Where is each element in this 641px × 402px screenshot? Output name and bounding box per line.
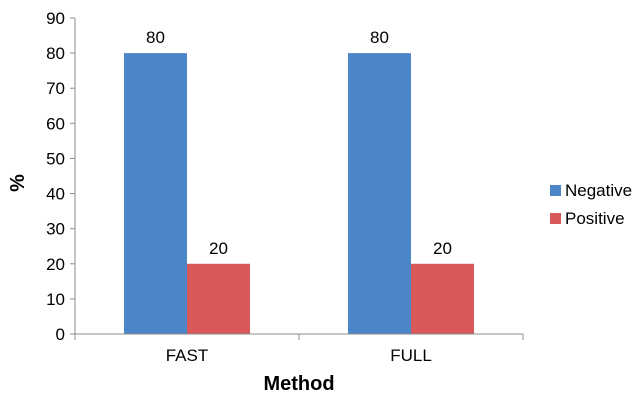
x-axis-title: Method (263, 373, 334, 395)
y-tick-label: 50 (46, 149, 65, 168)
data-label: 80 (146, 28, 165, 47)
y-tick-label: 90 (46, 9, 65, 28)
bars-group (124, 53, 474, 334)
x-axis-categories: FAST FULL (74, 334, 524, 365)
y-tick-label: 60 (46, 114, 65, 133)
y-tick-label: 40 (46, 185, 65, 204)
data-label: 20 (209, 239, 228, 258)
data-label: 80 (370, 28, 389, 47)
bar-positive (411, 263, 474, 334)
x-category-label: FULL (390, 346, 432, 365)
y-tick-label: 20 (46, 255, 65, 274)
y-tick-label: 70 (46, 79, 65, 98)
legend-swatch-positive (550, 213, 561, 224)
legend: Negative Positive (550, 181, 632, 228)
data-labels-group: 80 20 80 20 (146, 28, 452, 258)
legend-swatch-negative (550, 185, 561, 196)
legend-label-positive: Positive (565, 209, 625, 228)
bar-positive (187, 263, 250, 334)
x-category-label: FAST (166, 346, 209, 365)
y-axis-ticks: 0 10 20 30 40 50 60 70 80 90 (46, 9, 75, 344)
y-tick-label: 30 (46, 220, 65, 239)
data-label: 20 (433, 239, 452, 258)
y-tick-label: 10 (46, 290, 65, 309)
y-tick-label: 0 (56, 325, 65, 344)
y-tick-label: 80 (46, 44, 65, 63)
legend-label-negative: Negative (565, 181, 632, 200)
y-axis-title: % (7, 174, 29, 192)
bar-negative (124, 53, 187, 334)
bar-negative (348, 53, 411, 334)
